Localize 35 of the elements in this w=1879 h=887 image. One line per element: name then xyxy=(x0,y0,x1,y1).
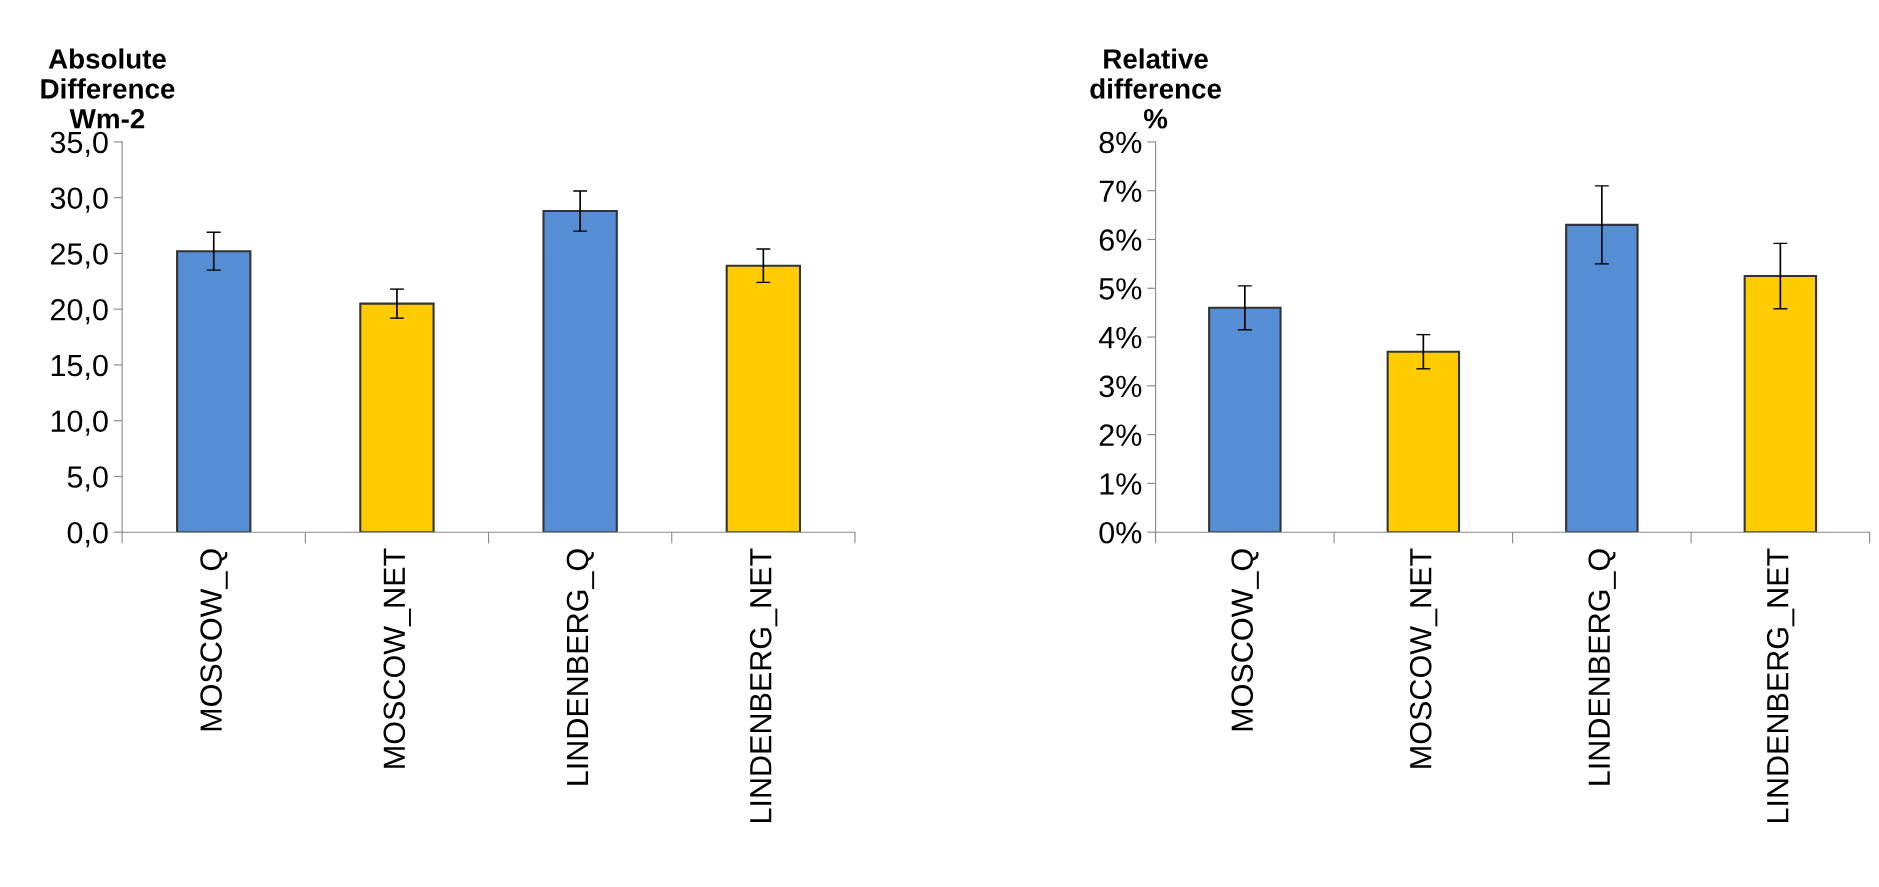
bar xyxy=(1386,350,1461,533)
x-tick-label: LINDENBERG_NET xyxy=(749,548,778,823)
x-tick-label: MOSCOW_Q xyxy=(200,549,228,731)
y-tick-label: 2% xyxy=(1099,424,1142,446)
x-tick-label: MOSCOW_NET xyxy=(1409,548,1438,768)
y-axis-title: Absolute Difference Wm-2 xyxy=(41,48,175,129)
y-tick-label: 35,0 xyxy=(50,131,108,157)
y-tick-label: 1% xyxy=(1100,473,1142,495)
y-tick-label: 30,0 xyxy=(50,187,108,213)
y-tick-label: 4% xyxy=(1098,326,1142,349)
y-tick-label: 5,0 xyxy=(67,466,108,492)
y-tick-label: 8% xyxy=(1099,131,1142,154)
bar xyxy=(542,210,618,533)
bar xyxy=(1208,306,1282,533)
y-tick-label: 7% xyxy=(1099,180,1142,202)
bar xyxy=(176,250,252,533)
y-tick-label: 5% xyxy=(1099,278,1142,300)
bar xyxy=(725,264,802,533)
bar xyxy=(1565,223,1639,533)
y-tick-label: 3% xyxy=(1099,375,1142,398)
y-tick-label: 25,0 xyxy=(51,243,108,269)
x-tick-label: MOSCOW_NET xyxy=(383,548,411,768)
y-tick-label: 20,0 xyxy=(51,298,108,325)
y-axis-title: Relative difference % xyxy=(1090,48,1222,129)
y-tick-label: 15,0 xyxy=(51,354,108,380)
y-tick-label: 10,0 xyxy=(51,410,108,436)
y-tick-label: 0,0 xyxy=(67,521,108,548)
x-tick-label: LINDENBERG_Q xyxy=(1588,549,1616,785)
x-tick-label: MOSCOW_Q xyxy=(1231,549,1259,731)
bar xyxy=(359,302,435,533)
x-tick-label: LINDENBERG_Q xyxy=(566,549,595,785)
x-tick-label: LINDENBERG_NET xyxy=(1766,548,1795,823)
y-tick-label: 0% xyxy=(1099,521,1142,544)
bar xyxy=(1743,275,1818,533)
y-tick-label: 6% xyxy=(1099,229,1142,251)
